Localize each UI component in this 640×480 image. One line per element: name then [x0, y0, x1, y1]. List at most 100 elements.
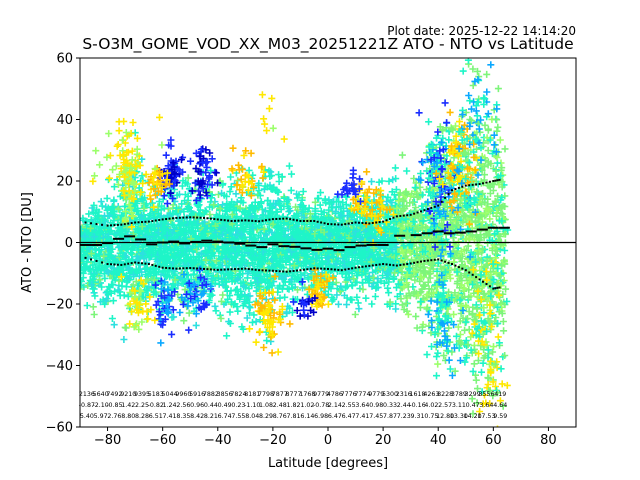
data-point	[90, 311, 98, 318]
data-point	[471, 317, 479, 325]
data-point	[469, 82, 477, 89]
data-point	[455, 238, 462, 246]
data-point	[180, 317, 188, 325]
data-point	[402, 300, 410, 308]
data-point	[108, 315, 116, 322]
data-point	[393, 293, 401, 300]
data-point	[275, 171, 283, 179]
data-point	[498, 194, 506, 201]
data-point	[234, 307, 242, 315]
data-point	[446, 365, 454, 373]
data-point	[96, 267, 104, 275]
data-point	[469, 410, 477, 418]
data-point	[456, 331, 464, 338]
data-point	[493, 279, 501, 287]
data-point	[392, 186, 400, 194]
data-point	[226, 292, 234, 300]
data-point	[184, 271, 192, 279]
data-point	[489, 348, 497, 356]
data-point	[455, 291, 462, 299]
data-point	[465, 286, 473, 294]
data-point	[343, 301, 351, 309]
data-point	[109, 297, 117, 305]
data-point	[496, 272, 504, 280]
data-point	[227, 173, 235, 181]
data-point	[245, 166, 253, 174]
data-point	[252, 287, 260, 295]
data-point	[502, 285, 510, 293]
data-point	[472, 371, 479, 379]
data-point	[211, 302, 219, 310]
data-point	[442, 231, 450, 238]
data-point	[392, 305, 400, 313]
data-point	[389, 176, 397, 184]
scatter-points	[80, 58, 512, 427]
data-point	[450, 310, 458, 318]
data-point	[467, 248, 475, 256]
data-point	[358, 279, 366, 287]
data-point	[413, 324, 421, 332]
data-point	[454, 323, 462, 331]
data-point	[359, 285, 367, 293]
data-point	[351, 311, 359, 318]
data-point	[496, 136, 504, 144]
data-point	[362, 294, 370, 302]
data-point	[90, 285, 98, 293]
data-point	[245, 285, 253, 293]
data-point	[335, 300, 342, 308]
data-point	[206, 203, 214, 211]
data-point	[371, 293, 379, 300]
data-point	[398, 151, 406, 159]
data-point	[501, 247, 509, 254]
data-point	[281, 293, 289, 301]
data-point	[80, 283, 88, 291]
data-point	[223, 332, 231, 340]
data-point	[469, 367, 477, 375]
data-point	[249, 318, 256, 326]
data-point	[254, 232, 262, 240]
data-point	[122, 324, 130, 332]
data-point	[256, 192, 264, 200]
data-point	[481, 121, 489, 129]
data-point	[409, 199, 417, 206]
data-point	[192, 321, 200, 329]
plot-date: Plot date: 2025-12-22 14:14:20	[387, 24, 576, 38]
data-point	[385, 289, 393, 297]
data-point	[355, 305, 363, 313]
data-point	[148, 199, 156, 207]
data-point	[489, 392, 497, 400]
data-point	[219, 291, 227, 299]
data-point	[486, 215, 494, 223]
data-point	[461, 358, 469, 366]
data-point	[378, 177, 386, 185]
data-point	[473, 305, 481, 313]
data-point	[424, 278, 432, 286]
data-point	[170, 313, 178, 321]
data-point	[287, 186, 295, 194]
data-point	[298, 196, 306, 204]
data-point	[423, 351, 431, 359]
data-point	[416, 304, 424, 312]
data-point	[333, 291, 341, 299]
data-point	[267, 168, 275, 176]
data-point	[325, 213, 333, 221]
data-point	[288, 170, 295, 178]
data-point	[368, 178, 375, 186]
data-point	[288, 309, 296, 316]
data-point	[445, 136, 453, 144]
data-point	[411, 184, 419, 192]
data-point	[237, 194, 245, 202]
data-point	[292, 203, 300, 211]
data-point	[217, 315, 225, 322]
data-point	[83, 302, 91, 309]
data-point	[205, 296, 213, 304]
data-point	[184, 174, 192, 182]
data-point	[469, 65, 477, 73]
data-point	[461, 326, 469, 334]
data-point	[243, 314, 251, 322]
data-point	[478, 368, 485, 376]
data-point	[388, 188, 396, 196]
data-point	[368, 300, 376, 308]
data-point	[423, 305, 431, 313]
